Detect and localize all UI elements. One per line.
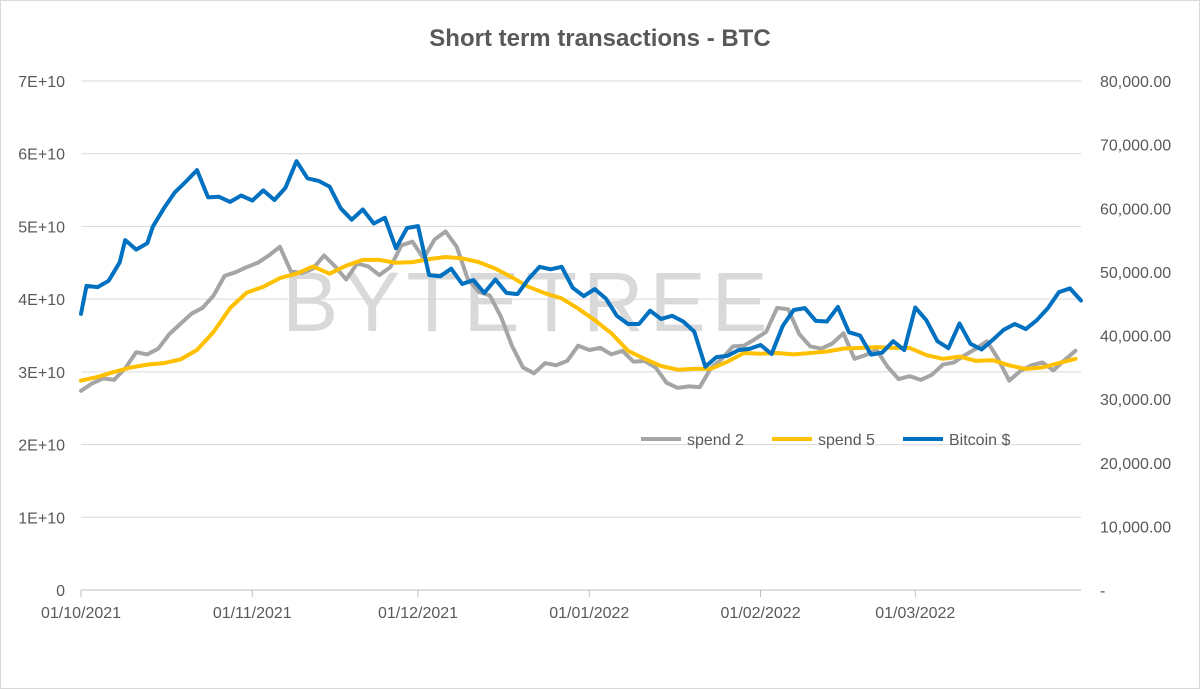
y-left-tick-label: 5E+10 [18,219,65,236]
legend: spend 2 spend 5 Bitcoin $ [641,432,1010,449]
y-right-tick-label: 50,000.00 [1100,265,1171,282]
series-line-2 [79,255,1078,383]
y-right-tick-label: - [1100,583,1105,600]
y-right-tick-label: 10,000.00 [1100,519,1171,536]
y-right-tick-label: 20,000.00 [1100,456,1171,473]
y-right-tick-label: 60,000.00 [1100,201,1171,218]
y-right-tick-label: 70,000.00 [1100,138,1171,155]
x-tick-label: 01/11/2021 [213,605,292,622]
x-tick-label: 01/03/2022 [875,605,955,622]
x-tick-label: 01/10/2021 [41,605,121,622]
y-right-tick-label: 30,000.00 [1100,392,1171,409]
y-left-tick-label: 4E+10 [18,292,65,309]
x-tick-label: 01/02/2022 [721,605,801,622]
legend-label-2: spend 5 [818,432,875,449]
y-left-tick-label: 6E+10 [18,147,65,164]
y-left-tick-label: 0 [56,583,65,600]
x-tick-label: 01/12/2021 [378,605,458,622]
y-left-tick-label: 2E+10 [18,438,65,455]
series-lines [79,159,1083,393]
axes: 0 1E+10 2E+10 3E+10 4E+10 5E+10 6E+10 7E+10 - 10,… [18,74,1171,622]
x-tick-label: 01/01/2022 [549,605,629,622]
series-line-3 [79,159,1083,369]
y-right-tick-label: 80,000.00 [1100,74,1171,91]
y-left-tick-label: 7E+10 [18,74,65,91]
y-left-tick-label: 1E+10 [18,510,65,527]
gridlines [81,80,1081,518]
legend-label-3: Bitcoin $ [949,432,1010,449]
y-left-tick-label: 3E+10 [18,365,65,382]
chart-title: Short term transactions - BTC [429,25,770,52]
watermark-text: BYTETREE [282,255,773,349]
y-right-tick-label: 40,000.00 [1100,329,1171,346]
legend-label-1: spend 2 [687,432,744,449]
series-line-1 [79,229,1078,393]
